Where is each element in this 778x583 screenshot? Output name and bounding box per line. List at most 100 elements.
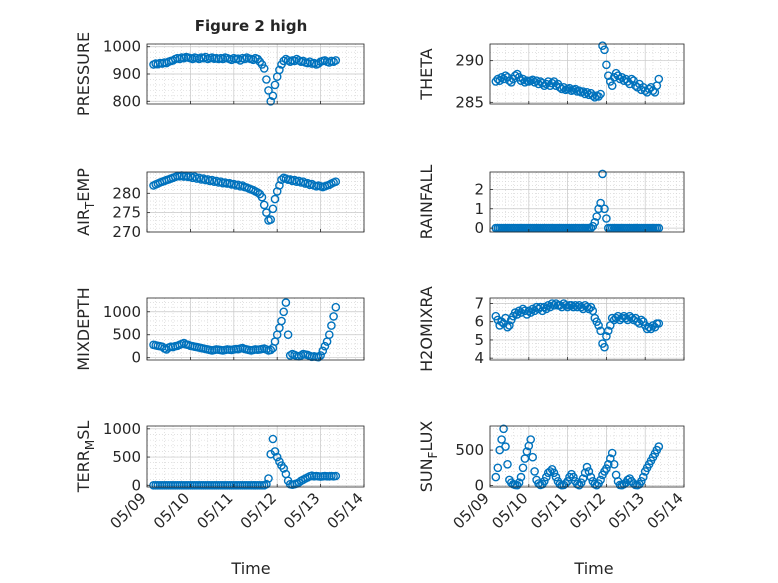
data-point [283,330,293,340]
data-point [512,480,522,490]
data-point [270,194,280,204]
data-point [580,89,590,99]
y-axis-label-subscript: M [83,440,97,450]
data-point [298,177,308,186]
y-axis-label-subscript: F [426,451,440,458]
y-tick-label: 800 [112,92,141,110]
y-axis-label: SUNFLUX [417,421,440,493]
x-tick-label: 05/11 [193,489,236,532]
y-tick-label: 5 [474,331,484,349]
y-axis-label: THETA [417,48,436,100]
data-point [530,467,539,476]
data-point [331,471,341,481]
data-point [573,302,582,312]
data-point [497,73,506,82]
data-point [654,74,664,84]
data-point [270,80,280,90]
y-axis-label: PRESSURE [74,32,93,116]
x-tick-label: 05/14 [324,489,367,532]
data-point [602,214,611,223]
data-point [602,60,611,70]
data-point [607,448,617,458]
data-point [501,442,510,451]
data-point [275,65,284,75]
y-axis-label: RAINFALL [417,165,436,240]
x-tick-label: 05/09 [107,489,150,532]
y-tick-label: 1000 [103,420,141,438]
y-axis-label: TERRMSL [74,421,97,494]
data-point [637,315,646,325]
data-point [520,78,530,87]
data-point [501,313,510,323]
x-tick-label: 05/10 [488,489,531,532]
data-point [505,76,514,85]
data-point [281,298,291,307]
x-tick-label: 05/13 [280,489,323,532]
data-point [596,89,605,99]
x-tick-label: 05/13 [605,489,648,532]
data-point [596,198,605,208]
data-point [571,300,580,310]
subplot-7: 0 500 1000 05/09 05/10 05/11 05/12 05/13 05/14 TE… [74,420,367,533]
data-point [314,59,323,68]
data-point [329,312,338,321]
data-point [590,217,600,227]
data-point [540,476,549,486]
data-point [580,468,590,478]
data-point [266,215,276,224]
y-axis-label: H2OMIXRA [417,286,436,372]
data-point [586,472,596,482]
y-axis-label-part: LUX [417,421,436,452]
data-point [600,342,609,352]
data-point [503,459,512,469]
y-tick-label: 280 [112,184,141,202]
y-tick-label: 500 [455,441,484,459]
y-tick-label: 270 [112,223,141,241]
y-tick-label: 500 [112,448,141,466]
data-point [654,442,664,451]
data-point [499,424,508,434]
data-point [582,462,592,472]
data-point [275,181,284,190]
data-point [268,91,278,101]
plot-area [147,172,364,232]
data-point [639,472,648,482]
data-point [264,86,273,95]
y-axis-label-part: EMP [74,168,93,202]
data-point [598,169,607,179]
data-point [594,321,603,330]
y-axis-label: MIXDEPTH [74,287,93,370]
data-point [331,56,341,65]
data-point [604,459,613,469]
data-point [598,41,607,51]
data-point [545,467,555,476]
data-point [294,478,304,487]
data-point [596,475,605,485]
data-point [584,467,594,476]
data-point [559,83,569,92]
x-tick-label: 05/12 [566,489,609,532]
y-tick-label: 0 [474,219,484,237]
data-point [611,68,621,78]
data-point [514,478,524,488]
y-tick-label: 900 [112,65,141,83]
data-point [270,447,280,456]
data-point [569,472,578,482]
data-point [592,212,602,221]
x-axis-label-right: Time [573,559,613,578]
data-point [576,478,586,488]
data-point [259,200,269,210]
data-point [320,341,330,351]
x-tick-label: 05/09 [450,489,493,532]
axes-box [146,425,365,488]
data-point [604,71,613,80]
data-point [266,97,276,106]
data-point [259,64,269,73]
data-point [266,345,276,355]
x-tick-label: 05/11 [527,489,570,532]
axes-box [146,171,365,233]
data-point [272,452,282,462]
plot-area [147,298,364,360]
data-point [327,321,336,330]
data-point [594,92,603,101]
